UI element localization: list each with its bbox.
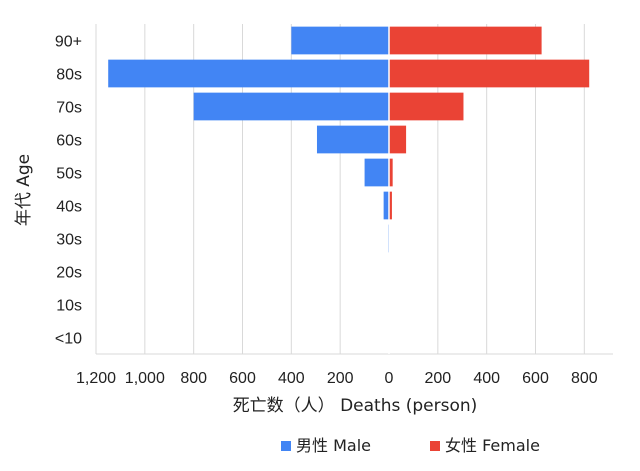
legend-label-male: 男性 Male: [296, 436, 371, 455]
y-tick-label: 10s: [56, 298, 82, 315]
x-tick-label: 800: [180, 370, 207, 387]
bar-female-70s: [389, 92, 464, 121]
y-tick-label: 30s: [56, 232, 82, 249]
x-tick-labels: 1,200 1,000 800 600 400 200 0 200 400 600 800: [76, 370, 598, 387]
x-tick-label: 200: [327, 370, 354, 387]
x-tick-label: 200: [424, 370, 451, 387]
y-tick-label: 90+: [55, 34, 82, 51]
x-tick-label: 0: [385, 370, 394, 387]
y-tick-label: 40s: [56, 199, 82, 216]
y-axis-label: 年代 Age: [14, 154, 34, 226]
bar-male-50s: [364, 158, 389, 187]
x-tick-label: 400: [473, 370, 500, 387]
x-tick-label: 400: [278, 370, 305, 387]
x-tick-label: 600: [229, 370, 256, 387]
y-tick-label: <10: [55, 331, 82, 348]
y-tick-label: 50s: [56, 166, 82, 183]
bar-female-40s: [389, 191, 392, 220]
bar-male-60s: [316, 125, 389, 154]
x-tick-label: 800: [571, 370, 598, 387]
x-tick-label: 1,000: [125, 370, 165, 387]
bars-group: [108, 24, 590, 354]
bar-male-40s: [383, 191, 389, 220]
x-axis-label: 死亡数（人） Deaths (person): [233, 396, 478, 416]
bar-male-80s: [108, 59, 389, 88]
legend-swatch-female: [430, 441, 440, 451]
y-tick-labels: 90+ 80s 70s 60s 50s 40s 30s 20s 10s <10: [55, 34, 82, 348]
y-tick-label: 80s: [56, 67, 82, 84]
y-tick-label: 20s: [56, 265, 82, 282]
bar-female-60s: [389, 125, 407, 154]
y-tick-label: 70s: [56, 100, 82, 117]
bar-female-50s: [389, 158, 393, 187]
bar-male-90+: [291, 26, 389, 55]
bar-female-80s: [389, 59, 590, 88]
x-tick-label: 1,200: [76, 370, 116, 387]
y-tick-label: 60s: [56, 133, 82, 150]
legend-swatch-male: [281, 441, 291, 451]
legend-label-female: 女性 Female: [445, 436, 540, 455]
bar-male-70s: [193, 92, 389, 121]
bar-female-90+: [389, 26, 542, 55]
legend: 男性 Male 女性 Female: [281, 436, 540, 455]
x-tick-label: 600: [522, 370, 549, 387]
